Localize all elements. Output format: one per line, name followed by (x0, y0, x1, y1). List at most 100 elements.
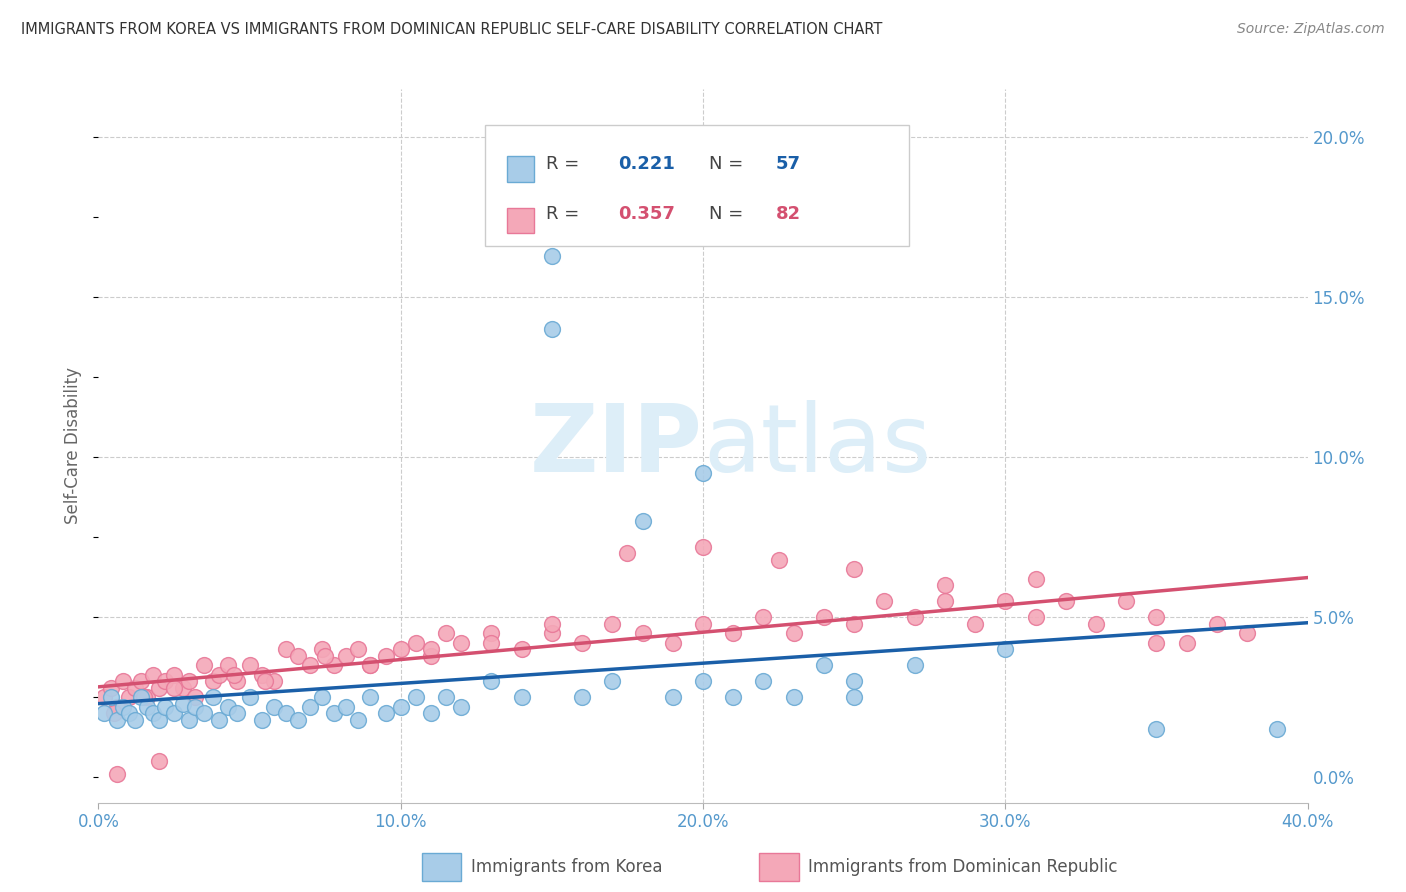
Point (692, 540, 714, 554)
Point (844, 690, 866, 705)
Point (616, 546, 638, 560)
Point (1236, 626, 1258, 640)
Point (1144, 636, 1167, 650)
Point (420, 706, 443, 721)
Point (148, 754, 170, 768)
Point (450, 699, 472, 714)
Point (163, 706, 186, 721)
Point (129, 674, 152, 689)
Point (1085, 616, 1108, 631)
Point (692, 616, 714, 631)
Point (450, 636, 472, 650)
Text: ZIP: ZIP (530, 400, 703, 492)
Point (111, 674, 134, 689)
Point (172, 681, 194, 695)
Point (129, 690, 152, 705)
Point (148, 681, 170, 695)
Point (250, 713, 273, 727)
Point (124, 681, 146, 695)
Point (132, 690, 155, 705)
Text: R =: R = (546, 205, 585, 223)
Point (111, 699, 134, 714)
Point (631, 626, 654, 640)
Point (813, 610, 835, 624)
Point (172, 697, 194, 711)
Point (224, 668, 246, 682)
Point (783, 690, 806, 705)
Point (93, 690, 115, 705)
FancyBboxPatch shape (508, 156, 534, 182)
Point (163, 668, 186, 682)
Y-axis label: Self-Care Disability: Self-Care Disability (65, 368, 83, 524)
Point (768, 552, 790, 566)
Point (250, 668, 273, 682)
Point (226, 674, 249, 689)
Point (105, 699, 128, 714)
Point (347, 713, 370, 727)
Point (135, 690, 157, 705)
Point (179, 713, 201, 727)
Point (1267, 722, 1289, 736)
Point (1144, 722, 1167, 736)
Point (118, 706, 141, 721)
Point (287, 713, 309, 727)
Point (844, 562, 866, 576)
Point (323, 706, 346, 721)
Point (934, 594, 956, 608)
Point (540, 322, 562, 336)
Point (692, 674, 714, 689)
Point (287, 648, 309, 663)
Point (434, 690, 457, 705)
Point (1024, 572, 1046, 586)
Point (311, 642, 333, 657)
Text: N =: N = (709, 205, 749, 223)
Text: Immigrants from Korea: Immigrants from Korea (471, 858, 662, 876)
Point (540, 626, 562, 640)
Point (142, 668, 165, 682)
Point (481, 636, 503, 650)
Point (253, 674, 276, 689)
Point (103, 706, 125, 721)
Point (314, 648, 336, 663)
Point (263, 674, 285, 689)
Point (193, 706, 215, 721)
Point (274, 706, 297, 721)
Point (1115, 594, 1137, 608)
Point (510, 690, 533, 705)
Point (420, 648, 443, 663)
Point (571, 636, 593, 650)
Point (184, 690, 207, 705)
Point (510, 642, 533, 657)
Point (299, 658, 322, 673)
Point (813, 658, 835, 673)
Point (662, 636, 685, 650)
Point (481, 626, 503, 640)
Point (904, 658, 927, 673)
Point (904, 610, 927, 624)
Point (389, 642, 412, 657)
Point (239, 658, 262, 673)
Text: N =: N = (709, 155, 749, 173)
Point (1144, 610, 1167, 624)
Point (540, 616, 562, 631)
Text: 0.221: 0.221 (619, 155, 675, 173)
Point (389, 699, 412, 714)
Point (153, 699, 176, 714)
Text: 82: 82 (776, 205, 800, 223)
Text: 0.357: 0.357 (619, 205, 675, 223)
Point (374, 648, 396, 663)
Point (93, 706, 115, 721)
FancyBboxPatch shape (485, 125, 908, 246)
Point (844, 674, 866, 689)
Point (335, 699, 357, 714)
Point (631, 514, 654, 528)
Point (360, 690, 382, 705)
Point (184, 699, 207, 714)
Point (602, 674, 624, 689)
Point (124, 713, 146, 727)
Point (135, 699, 157, 714)
Point (434, 626, 457, 640)
Point (934, 578, 956, 592)
Text: atlas: atlas (703, 400, 931, 492)
Point (142, 706, 165, 721)
